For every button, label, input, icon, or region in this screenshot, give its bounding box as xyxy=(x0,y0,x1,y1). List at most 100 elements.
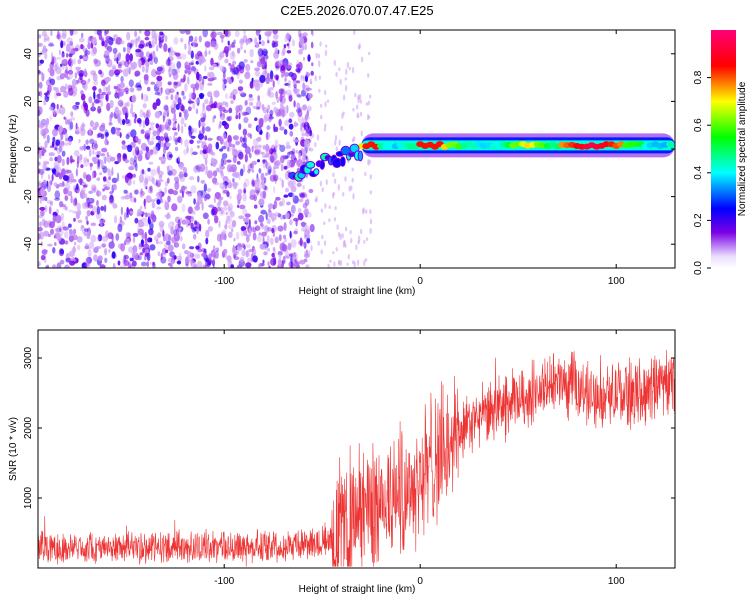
noise-blob xyxy=(121,144,128,150)
noise-blob xyxy=(223,78,227,85)
noise-blob xyxy=(68,58,74,67)
noise-blob xyxy=(238,123,242,130)
noise-blob xyxy=(258,232,262,236)
noise-blob xyxy=(170,226,174,235)
snr-y-label: SNR (10 * v/v) xyxy=(8,417,19,481)
noise-blob xyxy=(181,190,184,198)
noise-blob xyxy=(139,252,144,256)
noise-blob xyxy=(62,175,69,181)
noise-blob xyxy=(173,37,179,45)
noise-blob xyxy=(272,247,276,252)
noise-blob xyxy=(337,183,340,191)
spectrogram-y-ticks: -40 -20 0 20 40 xyxy=(23,48,675,251)
noise-blob xyxy=(239,38,245,46)
noise-blob xyxy=(157,178,164,183)
noise-blob xyxy=(252,232,257,241)
noise-blob xyxy=(286,43,289,47)
noise-blob xyxy=(82,56,89,61)
noise-blob xyxy=(188,106,192,112)
noise-blob xyxy=(165,118,172,126)
noise-blob xyxy=(69,49,73,54)
noise-blob xyxy=(160,160,166,165)
noise-blob xyxy=(112,262,116,268)
noise-blob xyxy=(305,234,311,239)
noise-blob xyxy=(257,180,264,190)
noise-blob xyxy=(239,204,246,210)
noise-blob xyxy=(350,237,353,244)
noise-blob xyxy=(56,154,62,164)
noise-blob xyxy=(236,245,240,253)
noise-blob xyxy=(140,142,148,151)
noise-blob xyxy=(163,43,168,53)
noise-blob xyxy=(153,56,158,64)
noise-blob xyxy=(68,70,74,80)
noise-blob xyxy=(180,37,184,43)
noise-blob xyxy=(234,171,240,179)
noise-blob xyxy=(272,80,275,88)
noise-blob xyxy=(292,252,299,260)
noise-blob xyxy=(144,175,150,183)
noise-blob xyxy=(43,163,47,170)
noise-blob xyxy=(81,225,84,229)
noise-blob xyxy=(193,198,196,205)
noise-blob xyxy=(303,241,307,249)
noise-blob xyxy=(117,69,123,73)
noise-blob xyxy=(61,53,65,59)
noise-blob xyxy=(213,115,217,119)
noise-blob xyxy=(190,50,194,59)
noise-blob xyxy=(198,265,204,268)
noise-blob xyxy=(262,159,267,163)
noise-blob xyxy=(232,88,238,95)
noise-blob xyxy=(320,114,323,120)
noise-blob xyxy=(47,93,50,98)
noise-blob xyxy=(38,168,41,174)
noise-blob xyxy=(63,116,66,120)
noise-blob xyxy=(279,65,286,74)
noise-blob xyxy=(260,222,264,227)
noise-blob xyxy=(306,105,312,112)
noise-blob xyxy=(241,111,248,117)
noise-blob xyxy=(79,55,83,60)
noise-blob xyxy=(145,68,149,74)
noise-blob xyxy=(271,252,275,258)
noise-blob xyxy=(176,260,182,265)
noise-blob xyxy=(258,34,262,41)
noise-blob xyxy=(151,214,156,223)
noise-blob xyxy=(278,144,282,148)
noise-blob xyxy=(126,213,129,218)
noise-blob xyxy=(198,59,203,65)
noise-blob xyxy=(199,92,204,100)
noise-blob xyxy=(144,177,149,185)
noise-blob xyxy=(363,240,366,244)
noise-blob xyxy=(273,161,277,170)
noise-blob xyxy=(230,44,236,48)
noise-blob xyxy=(262,244,268,250)
noise-blob xyxy=(146,42,149,47)
noise-blob xyxy=(88,241,95,250)
noise-blob xyxy=(267,36,270,43)
noise-blob xyxy=(55,56,62,60)
noise-blob xyxy=(224,58,229,64)
noise-blob xyxy=(38,106,43,115)
noise-blob xyxy=(188,62,194,66)
noise-blob xyxy=(273,169,276,176)
noise-blob xyxy=(108,241,115,249)
noise-blob xyxy=(91,101,95,111)
noise-blob xyxy=(59,73,65,80)
noise-blob xyxy=(89,162,93,167)
noise-blob xyxy=(339,259,343,267)
noise-blob xyxy=(52,214,56,224)
noise-blob xyxy=(61,59,68,67)
noise-blob xyxy=(251,169,255,173)
noise-blob xyxy=(160,125,164,134)
noise-blob xyxy=(279,201,283,207)
noise-blob xyxy=(192,101,196,110)
noise-blob xyxy=(231,50,235,57)
noise-blob xyxy=(242,208,248,216)
noise-blob xyxy=(350,185,353,191)
noise-blob xyxy=(275,74,279,81)
noise-blob xyxy=(293,217,299,222)
spectrogram-panel: -100 0 100 -40 -20 0 20 40 Height of straight … xyxy=(8,29,676,297)
noise-blob xyxy=(177,97,182,106)
